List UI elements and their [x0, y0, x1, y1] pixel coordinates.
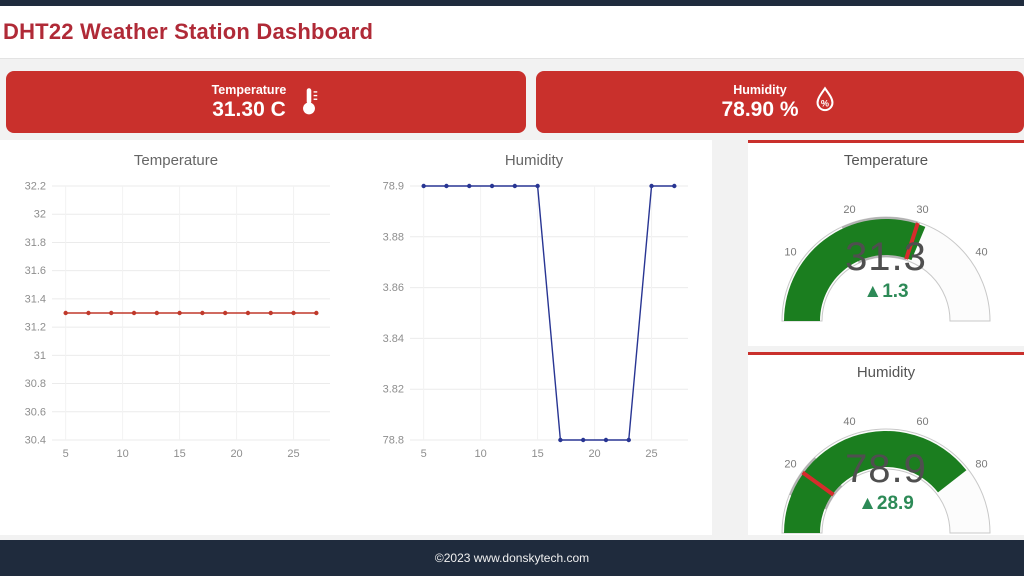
charts-panel: Temperature 32.2 32 31.8 31.6 31.4 31.2 31 30.8… [0, 140, 712, 535]
svg-text:3.88: 3.88 [383, 231, 404, 243]
temperature-gauge-value: 31.3 [845, 235, 927, 279]
temperature-card-label: Temperature [211, 82, 287, 97]
svg-text:30: 30 [916, 204, 928, 216]
temperature-line-plot[interactable]: 32.2 32 31.8 31.6 31.4 31.2 31 30.8 30.6 30.4 5 10 1… [8, 174, 344, 474]
svg-text:10: 10 [117, 448, 129, 460]
thermometer-icon [298, 85, 320, 119]
svg-text:5: 5 [421, 448, 427, 460]
temperature-chart-title: Temperature [133, 152, 219, 169]
svg-text:78.9: 78.9 [383, 181, 404, 193]
humidity-line-plot[interactable]: 78.9 3.88 3.86 3.84 3.82 78.8 5 10 15 20 25 [366, 174, 702, 474]
svg-text:30.4: 30.4 [25, 435, 46, 447]
svg-text:31.8: 31.8 [25, 237, 46, 249]
top-bar [0, 0, 1024, 6]
humidity-gauge-card: Humidity 20 40 60 80 78.9 ▲28.9 [748, 352, 1024, 535]
svg-text:40: 40 [843, 416, 855, 428]
svg-text:3.82: 3.82 [383, 384, 404, 396]
page-title: DHT22 Weather Station Dashboard [3, 19, 374, 44]
svg-text:31.4: 31.4 [25, 293, 46, 305]
svg-text:20: 20 [230, 448, 242, 460]
svg-text:32: 32 [34, 209, 46, 221]
temperature-gauge-delta: ▲1.3 [863, 281, 909, 302]
humidity-card: Humidity 78.90 % % [536, 71, 1024, 133]
svg-text:31.6: 31.6 [25, 265, 46, 277]
svg-text:10: 10 [475, 448, 487, 460]
humidity-gauge-value: 78.9 [845, 447, 927, 491]
svg-text:31: 31 [34, 350, 46, 362]
humidity-line-chart: Humidity 78.9 3.88 3.86 3.84 3.82 78.8 5 10 15 20… [366, 152, 702, 474]
svg-text:78.8: 78.8 [383, 435, 404, 447]
svg-text:40: 40 [975, 247, 987, 259]
temperature-card-text: Temperature 31.30 C [212, 83, 287, 122]
svg-text:20: 20 [784, 459, 796, 471]
svg-text:30.6: 30.6 [25, 406, 46, 418]
humidity-droplet-icon: % [811, 86, 839, 118]
temperature-card: Temperature 31.30 C [6, 71, 526, 133]
humidity-gauge-body: 20 40 60 80 78.9 ▲28.9 [751, 381, 1021, 535]
humidity-card-value: 78.90 % [721, 97, 799, 121]
svg-text:31.2: 31.2 [25, 322, 46, 334]
svg-text:30.8: 30.8 [25, 378, 46, 390]
temperature-gauge-card: Temperature 10 20 30 40 31.3 ▲1.3 [748, 140, 1024, 346]
temperature-line-chart: Temperature 32.2 32 31.8 31.6 31.4 31.2 31 30.8… [8, 152, 344, 474]
footer-text: ©2023 www.donskytech.com [434, 551, 590, 565]
humidity-gauge-title: Humidity [856, 364, 916, 381]
svg-text:3.84: 3.84 [383, 333, 404, 345]
svg-text:15: 15 [173, 448, 185, 460]
header: DHT22 Weather Station Dashboard [0, 6, 1024, 59]
humidity-gauge-delta: ▲28.9 [858, 493, 914, 514]
temperature-gauge-title: Temperature [843, 152, 929, 169]
svg-text:20: 20 [843, 204, 855, 216]
temperature-gauge-plot[interactable]: 10 20 30 40 [751, 169, 1021, 337]
svg-text:80: 80 [975, 459, 987, 471]
humidity-gauge-plot[interactable]: 20 40 60 80 [751, 381, 1021, 535]
temperature-card-value: 31.30 C [212, 97, 286, 121]
temperature-gauge-body: 10 20 30 40 31.3 ▲1.3 [751, 169, 1021, 337]
svg-text:20: 20 [588, 448, 600, 460]
svg-text:15: 15 [531, 448, 543, 460]
svg-text:3.86: 3.86 [383, 282, 404, 294]
svg-text:%: % [820, 99, 828, 109]
svg-text:60: 60 [916, 416, 928, 428]
svg-text:5: 5 [63, 448, 69, 460]
humidity-card-text: Humidity 78.90 % [721, 83, 798, 122]
svg-text:25: 25 [645, 448, 657, 460]
footer: ©2023 www.donskytech.com [0, 540, 1024, 576]
summary-cards: Temperature 31.30 C Humidity 78.90 % % [0, 59, 1024, 140]
humidity-card-label: Humidity [733, 82, 787, 97]
svg-text:25: 25 [287, 448, 299, 460]
svg-text:10: 10 [784, 247, 796, 259]
svg-text:32.2: 32.2 [25, 181, 46, 193]
humidity-chart-title: Humidity [504, 152, 564, 169]
